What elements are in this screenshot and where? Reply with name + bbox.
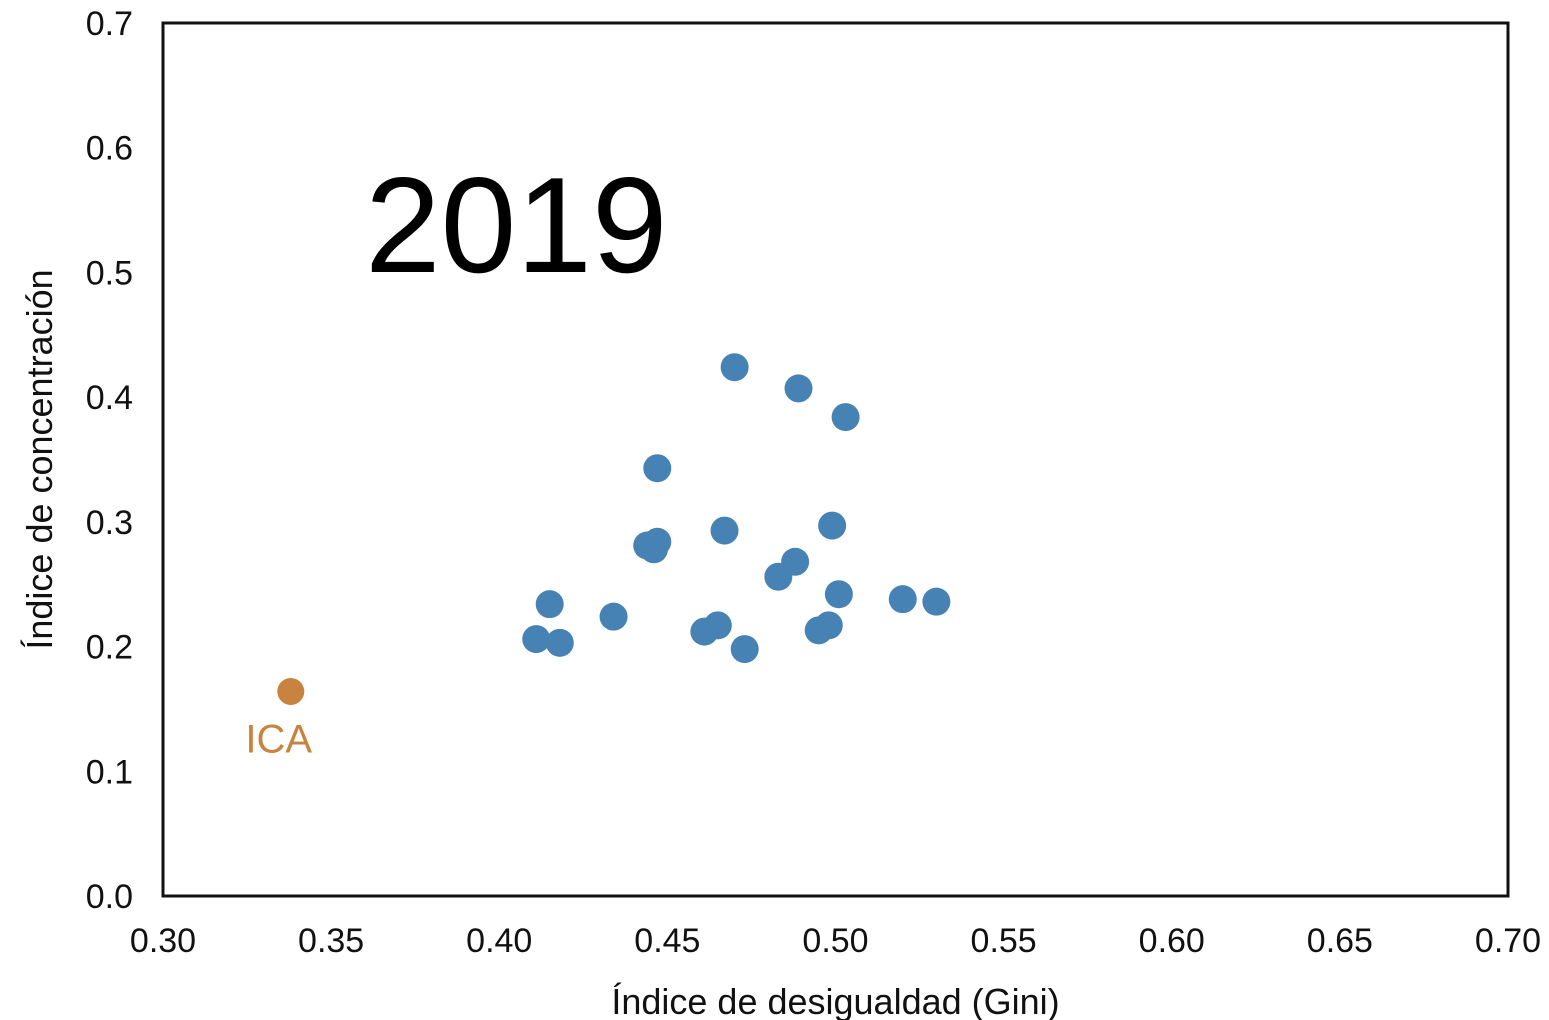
point-label: ICA: [245, 717, 312, 761]
x-tick-label: 0.70: [1475, 922, 1541, 960]
highlight-series: ICA: [245, 677, 312, 761]
plot-frame: [161, 21, 1510, 898]
highlight-point: [277, 677, 305, 705]
data-point: [784, 374, 813, 403]
data-point: [522, 625, 551, 654]
y-tick-label: 0.6: [86, 130, 133, 168]
data-points: ICA: [245, 353, 951, 761]
data-point: [535, 590, 564, 619]
y-tick-label: 0.2: [86, 629, 133, 667]
data-point: [818, 511, 847, 540]
data-point: [922, 587, 951, 616]
y-axis-ticks: 0.0 0.1 0.2 0.3 0.4 0.5 0.6 0.7: [86, 5, 133, 916]
data-point: [720, 353, 749, 382]
data-point: [599, 602, 628, 631]
x-tick-label: 0.60: [1139, 922, 1205, 960]
x-tick-label: 0.35: [298, 922, 364, 960]
x-axis-ticks: 0.30 0.35 0.40 0.45 0.50 0.55 0.60 0.65 0.70: [130, 922, 1541, 960]
data-point: [730, 635, 759, 664]
x-tick-label: 0.50: [802, 922, 868, 960]
x-tick-label: 0.40: [466, 922, 532, 960]
x-axis-label: Índice de desigualdad (Gini): [611, 981, 1059, 1020]
y-axis-label: Índice de concentración: [19, 269, 60, 649]
year-annotation: 2019: [365, 149, 668, 301]
data-point: [804, 616, 833, 645]
x-tick-label: 0.45: [634, 922, 700, 960]
data-point: [888, 585, 917, 614]
data-point: [643, 454, 672, 483]
y-tick-label: 0.0: [86, 878, 133, 916]
y-tick-label: 0.5: [86, 254, 133, 292]
y-tick-label: 0.4: [86, 379, 133, 417]
data-point: [545, 628, 574, 657]
data-point: [690, 617, 719, 646]
data-point: [831, 403, 860, 432]
y-tick-label: 0.3: [86, 504, 133, 542]
x-tick-label: 0.65: [1307, 922, 1373, 960]
x-tick-label: 0.55: [971, 922, 1037, 960]
data-point: [824, 580, 853, 609]
x-tick-label: 0.30: [130, 922, 196, 960]
point-series: [522, 353, 951, 664]
data-point: [639, 535, 668, 564]
data-point: [710, 516, 739, 545]
y-tick-label: 0.7: [86, 5, 133, 43]
y-tick-label: 0.1: [86, 753, 133, 791]
data-point: [764, 562, 793, 591]
annotations: 2019: [365, 149, 668, 301]
